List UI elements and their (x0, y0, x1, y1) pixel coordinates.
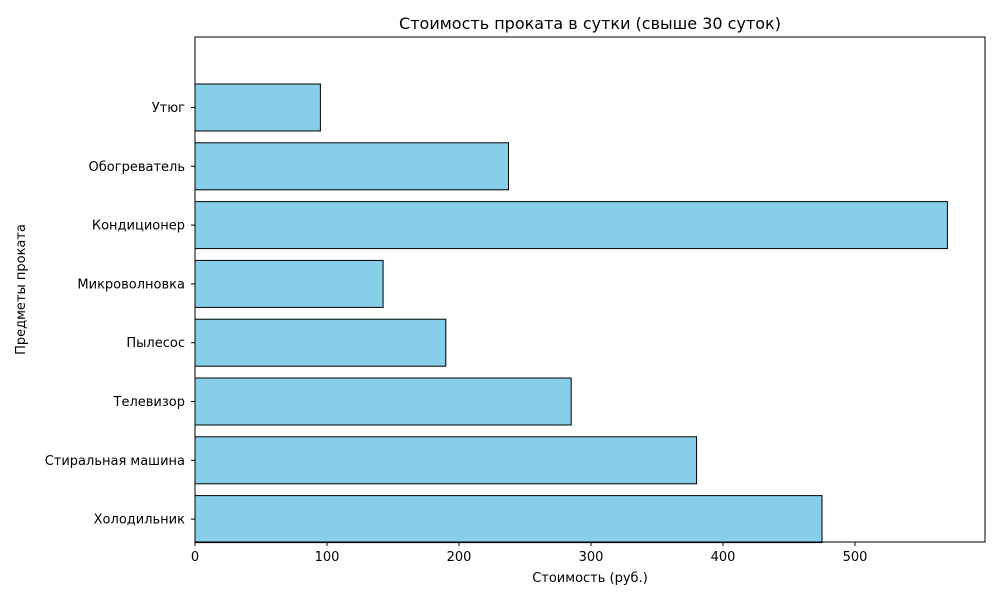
x-axis-label: Стоимость (руб.) (532, 571, 648, 586)
bar-4 (194, 259, 384, 308)
x-tick-label-1: 100 (315, 550, 340, 565)
bar-0 (194, 495, 823, 544)
y-tick-label-4: Микроволновка (77, 277, 185, 292)
x-axis: 0 100 200 300 400 500 (191, 542, 868, 565)
x-tick-label-3: 300 (579, 550, 604, 565)
y-tick-label-1: Стиральная машина (45, 454, 185, 469)
x-tick-label-5: 500 (843, 550, 868, 565)
y-tick-label-7: Утюг (152, 101, 185, 116)
bar-3 (194, 318, 447, 367)
plot-frame (194, 36, 986, 543)
y-axis-label: Предметы проката (14, 224, 29, 355)
y-tick-label-3: Пылесос (126, 336, 185, 351)
x-tick-label-2: 200 (447, 550, 472, 565)
y-tick-label-5: Кондиционер (92, 219, 185, 234)
y-tick-label-6: Обогреватель (89, 160, 185, 175)
x-tick-label-4: 400 (711, 550, 736, 565)
y-tick-label-0: Холодильник (94, 513, 185, 528)
bar-2 (194, 377, 572, 426)
bars-group (194, 83, 948, 544)
y-axis: Холодильник Стиральная машина Телевизор Пыл… (45, 101, 195, 528)
bar-6 (194, 142, 509, 191)
y-tick-label-2: Телевизор (113, 395, 185, 410)
bar-5 (194, 201, 948, 250)
chart-title: Стоимость проката в сутки (свыше 30 суто… (399, 14, 781, 33)
bar-7 (194, 83, 321, 132)
x-tick-label-0: 0 (191, 550, 199, 565)
bar-1 (194, 436, 698, 485)
